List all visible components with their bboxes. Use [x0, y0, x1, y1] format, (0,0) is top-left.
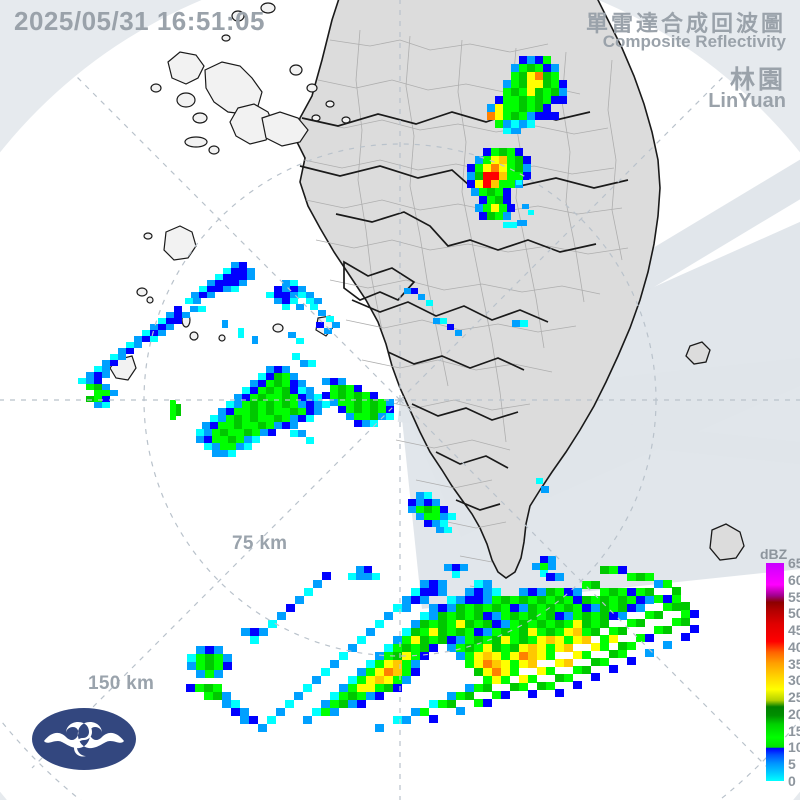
range-label-150km: 150 km — [88, 673, 155, 694]
colorbar-tick-5: 5 — [788, 756, 796, 773]
echo-midsouth-cluster — [348, 492, 556, 580]
colorbar-tick-50: 50 — [788, 605, 800, 622]
echo-north-cell-b — [467, 148, 531, 196]
echo-north-cell-c — [475, 196, 527, 228]
colorbar-unit-label: dBZ — [760, 546, 788, 562]
product-title-en: Composite Reflectivity — [602, 32, 786, 51]
colorbar-tick-35: 35 — [788, 655, 800, 672]
colorbar-tick-25: 25 — [788, 689, 800, 706]
echo-south-band — [186, 566, 699, 732]
township-borders — [303, 29, 629, 591]
spoke-northwest — [31, 31, 401, 401]
echo-northwest-band — [78, 262, 255, 420]
logo-center-swirl — [74, 723, 92, 757]
colorbar-tick-0: 0 — [788, 773, 796, 789]
logo-wave-mark — [44, 722, 124, 749]
colorbar — [766, 563, 784, 781]
colorbar-tick-15: 15 — [788, 722, 800, 739]
colorbar-tick-30: 30 — [788, 672, 800, 689]
timestamp-label: 2025/05/31 16:51:05 — [14, 6, 265, 36]
echo-coastal-patches — [404, 180, 549, 493]
colorbar-tick-60: 60 — [788, 571, 800, 588]
station-name-zh: 林園 — [729, 66, 786, 94]
penghu-islands — [109, 2, 351, 381]
colorbar-tick-55: 55 — [788, 588, 800, 605]
echo-nw-patches — [222, 280, 340, 344]
station-name-en: LinYuan — [708, 90, 786, 112]
colorbar-tick-10: 10 — [788, 739, 800, 756]
colorbar-tick-20: 20 — [788, 705, 800, 722]
echo-southwest-outlier — [187, 572, 331, 678]
colorbar-gradient — [766, 563, 784, 781]
colorbar-tick-65: 65 — [788, 555, 800, 571]
xiaoliuqiu-island — [685, 341, 711, 365]
echo-west-cluster — [196, 366, 330, 457]
colorbar-tick-40: 40 — [788, 638, 800, 655]
cwa-logo — [32, 708, 136, 770]
county-borders — [299, 109, 629, 511]
spoke-southwest — [31, 399, 401, 769]
spoke-southeast — [399, 399, 769, 769]
colorbar-tick-45: 45 — [788, 622, 800, 639]
echo-north-cell-a — [487, 56, 567, 134]
range-label-75km: 75 km — [232, 533, 288, 554]
lanyu-island — [709, 523, 745, 561]
spoke-northeast — [399, 31, 769, 401]
product-title-zh: 單雷達合成回波圖 — [585, 11, 786, 36]
echo-west-cluster-east-arm — [290, 353, 394, 444]
